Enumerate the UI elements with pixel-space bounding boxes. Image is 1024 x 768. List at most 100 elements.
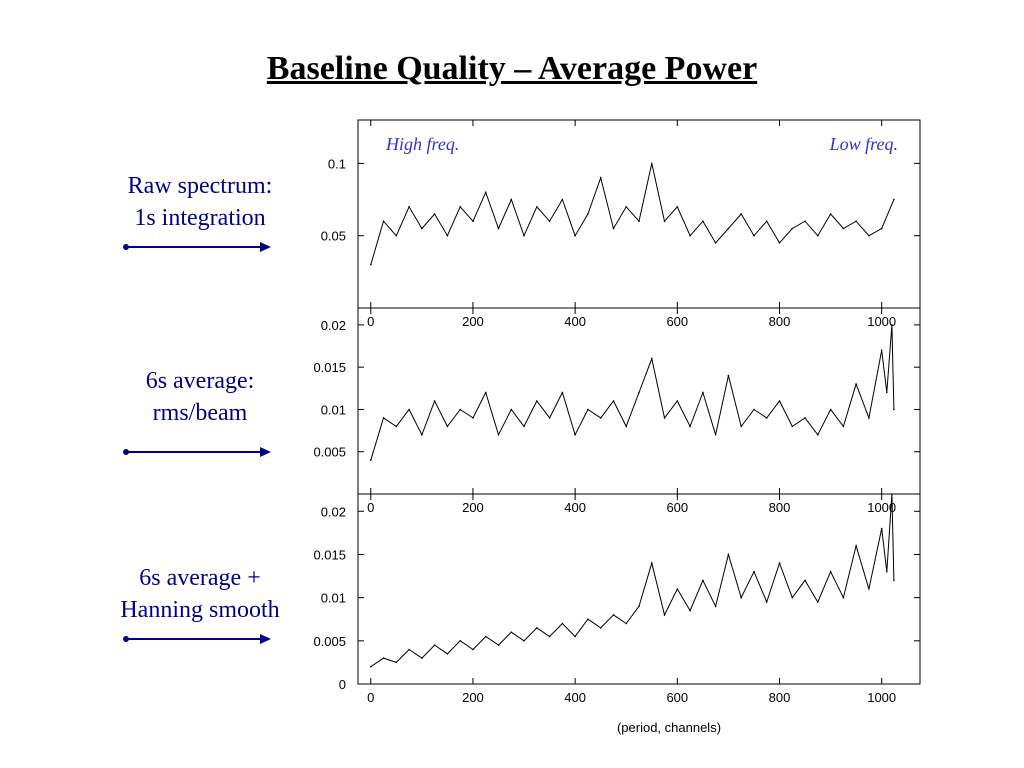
data-point <box>880 227 883 230</box>
data-point <box>868 417 870 419</box>
data-point <box>446 234 449 237</box>
panel-label-hanning: 6s average + Hanning smooth <box>80 562 320 626</box>
data-point <box>702 220 704 222</box>
y-tick-label: 0.1 <box>328 156 346 171</box>
data-point <box>880 349 883 352</box>
data-point <box>370 459 372 462</box>
x-tick-label: 400 <box>564 314 586 329</box>
data-point <box>625 622 627 625</box>
data-point <box>395 425 398 428</box>
data-point <box>433 213 436 215</box>
data-point <box>829 408 832 411</box>
data-point <box>817 434 819 436</box>
x-tick-label: 1000 <box>867 690 896 705</box>
y-tick-label: 0.01 <box>321 402 346 417</box>
data-point <box>548 220 551 222</box>
y-tick-label: 0.02 <box>321 318 346 333</box>
data-point <box>886 570 888 573</box>
data-point <box>612 400 615 402</box>
data-point <box>433 400 436 402</box>
data-point <box>765 220 768 222</box>
data-point <box>689 425 691 428</box>
data-point <box>891 493 893 495</box>
data-point <box>753 408 755 411</box>
data-point <box>459 408 462 411</box>
spectrum-line <box>370 493 895 668</box>
y-tick-label: 0.01 <box>321 591 346 606</box>
data-point <box>587 213 589 215</box>
data-point <box>625 206 627 208</box>
data-point <box>574 234 576 237</box>
data-point <box>855 383 857 385</box>
data-point <box>638 391 640 394</box>
data-point <box>663 417 666 419</box>
data-point <box>446 653 449 655</box>
data-point <box>753 234 755 237</box>
data-point <box>395 234 398 237</box>
data-point <box>548 635 551 638</box>
data-point <box>510 408 513 411</box>
data-point <box>855 545 857 547</box>
data-point <box>740 425 742 428</box>
data-point <box>536 400 538 402</box>
data-point <box>651 562 653 564</box>
data-point <box>855 220 857 222</box>
data-point <box>484 191 487 194</box>
x-tick-label: 800 <box>769 690 791 705</box>
panel-label-line: rms/beam <box>152 400 248 426</box>
panel-label-line: 6s average + <box>139 565 261 591</box>
data-point <box>382 417 385 419</box>
data-point <box>651 357 653 360</box>
data-point <box>497 434 500 436</box>
data-point <box>778 562 781 564</box>
y-tick-label: 0 <box>339 677 346 692</box>
data-point <box>497 227 500 230</box>
arrow-raw <box>123 242 271 252</box>
data-point <box>599 177 602 179</box>
spectrum-line <box>370 163 895 265</box>
data-point <box>472 417 474 419</box>
data-point <box>765 601 768 603</box>
data-point <box>676 588 679 590</box>
data-point <box>599 417 602 419</box>
data-point <box>574 635 576 638</box>
data-point <box>778 400 781 402</box>
x-tick-label: 200 <box>462 500 484 515</box>
x-tick-label: 800 <box>769 314 791 329</box>
data-point <box>382 657 385 659</box>
data-point <box>804 220 806 222</box>
panel-label-line: Hanning smooth <box>120 597 280 623</box>
y-tick-label: 0.015 <box>313 360 346 375</box>
data-point <box>740 213 742 215</box>
data-point <box>753 570 755 573</box>
data-point <box>395 661 398 664</box>
data-point <box>727 374 730 377</box>
data-point <box>804 417 806 419</box>
data-point <box>880 527 883 530</box>
panel-label-raw: Raw spectrum: 1s integration <box>80 170 320 234</box>
data-point <box>574 434 576 436</box>
data-point <box>408 648 410 651</box>
data-point <box>727 553 730 556</box>
data-point <box>765 417 768 419</box>
data-point <box>536 206 538 208</box>
data-point <box>497 644 500 646</box>
data-point <box>689 609 691 612</box>
arrow-avg <box>123 447 271 457</box>
data-point <box>893 408 895 411</box>
data-point <box>676 400 679 402</box>
data-point <box>484 391 487 394</box>
x-tick-label: 600 <box>666 690 688 705</box>
spectrum-line <box>370 324 895 461</box>
data-point <box>791 596 794 599</box>
data-point <box>791 227 794 230</box>
data-point <box>778 242 781 244</box>
data-point <box>433 644 436 646</box>
x-tick-label: 1000 <box>867 314 896 329</box>
x-tick-label: 600 <box>666 314 688 329</box>
data-point <box>714 434 717 436</box>
x-tick-label: 0 <box>367 314 374 329</box>
data-point <box>651 162 653 165</box>
x-tick-label: 200 <box>462 690 484 705</box>
data-point <box>638 220 640 222</box>
